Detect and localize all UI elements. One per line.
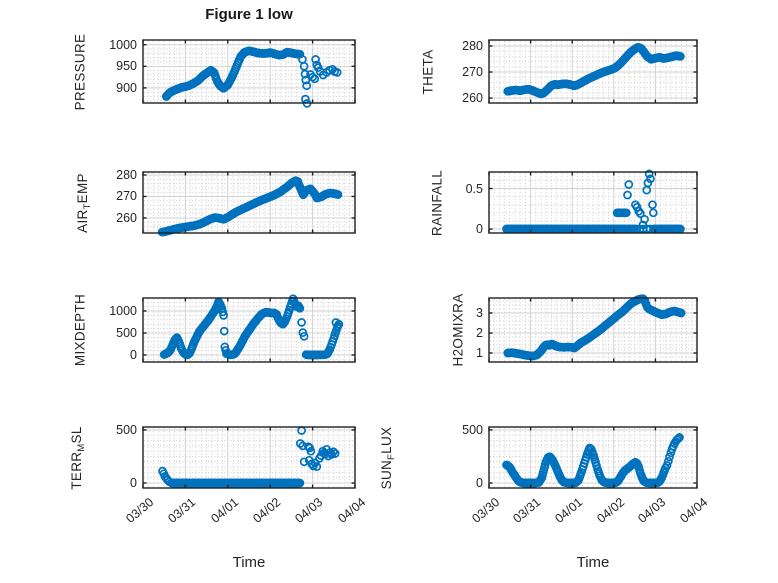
- y-tick-label: 0: [130, 348, 137, 362]
- ylabel-text: RAINFALL: [429, 169, 445, 236]
- ylabel-sun_flux: SUNFLUX: [379, 426, 397, 489]
- subplot-terr_msl: [142, 426, 356, 489]
- ylabel-text: THETA: [420, 49, 436, 94]
- ylabel-text: TERR: [69, 451, 84, 490]
- x-axis-label-left: Time: [232, 554, 266, 571]
- subplot-air_temp: [142, 171, 356, 237]
- y-tick-label: 260: [462, 91, 483, 106]
- y-tick-label: 270: [116, 189, 137, 204]
- subplot-theta: [488, 39, 698, 104]
- ylabel-text: LUX: [379, 426, 394, 454]
- ylabel-pressure: PRESSURE: [73, 33, 88, 110]
- y-tick-label: 0: [476, 476, 483, 490]
- ylabel-theta: THETA: [421, 49, 436, 94]
- y-tick-label: 260: [116, 210, 137, 225]
- y-tick-label: 0: [130, 476, 137, 490]
- ylabel-text: AIR: [75, 208, 90, 233]
- ylabel-rainfall: RAINFALL: [430, 169, 445, 235]
- y-tick-label: 1: [476, 346, 483, 360]
- y-tick-label: 1000: [109, 303, 137, 318]
- y-tick-label: 280: [116, 168, 137, 182]
- y-tick-label: 500: [462, 422, 483, 437]
- subplot-rainfall: [488, 169, 698, 234]
- ylabel-terr_msl: TERRMSL: [69, 426, 87, 489]
- ylabel-text: H2OMIXRA: [450, 293, 466, 367]
- y-tick-label: 500: [116, 422, 137, 437]
- y-tick-label: 3: [476, 306, 483, 320]
- y-tick-label: 0.5: [465, 181, 483, 196]
- subplot-mixdepth: [142, 294, 356, 363]
- y-tick-label: 0: [476, 222, 483, 237]
- subplot-h2omixra: [488, 294, 698, 363]
- ylabel-air_temp: AIRTEMP: [75, 173, 93, 233]
- y-tick-label: 900: [116, 80, 137, 95]
- ylabel-text: SUN: [379, 459, 394, 489]
- ylabel-subscript: F: [386, 453, 397, 460]
- y-tick-label: 2: [476, 326, 483, 340]
- ylabel-text: PRESSURE: [72, 33, 88, 110]
- y-tick-label: 280: [462, 38, 483, 53]
- ylabel-text: SL: [69, 425, 84, 443]
- y-tick-label: 950: [116, 59, 137, 74]
- y-tick-label: 1000: [109, 37, 137, 52]
- ylabel-h2omixra: H2OMIXRA: [451, 294, 466, 367]
- x-axis-label-right: Time: [576, 554, 610, 571]
- ylabel-subscript: T: [82, 202, 93, 209]
- ylabel-text: MIXDEPTH: [72, 293, 88, 367]
- subplot-sun_flux: [488, 426, 698, 489]
- ylabel-text: EMP: [75, 172, 90, 203]
- ylabel-subscript: M: [76, 442, 87, 452]
- subplot-pressure: [142, 39, 356, 108]
- figure-title: Figure 1 low: [205, 6, 293, 23]
- y-tick-label: 270: [462, 65, 483, 80]
- ylabel-mixdepth: MIXDEPTH: [73, 294, 88, 366]
- y-tick-label: 500: [116, 325, 137, 340]
